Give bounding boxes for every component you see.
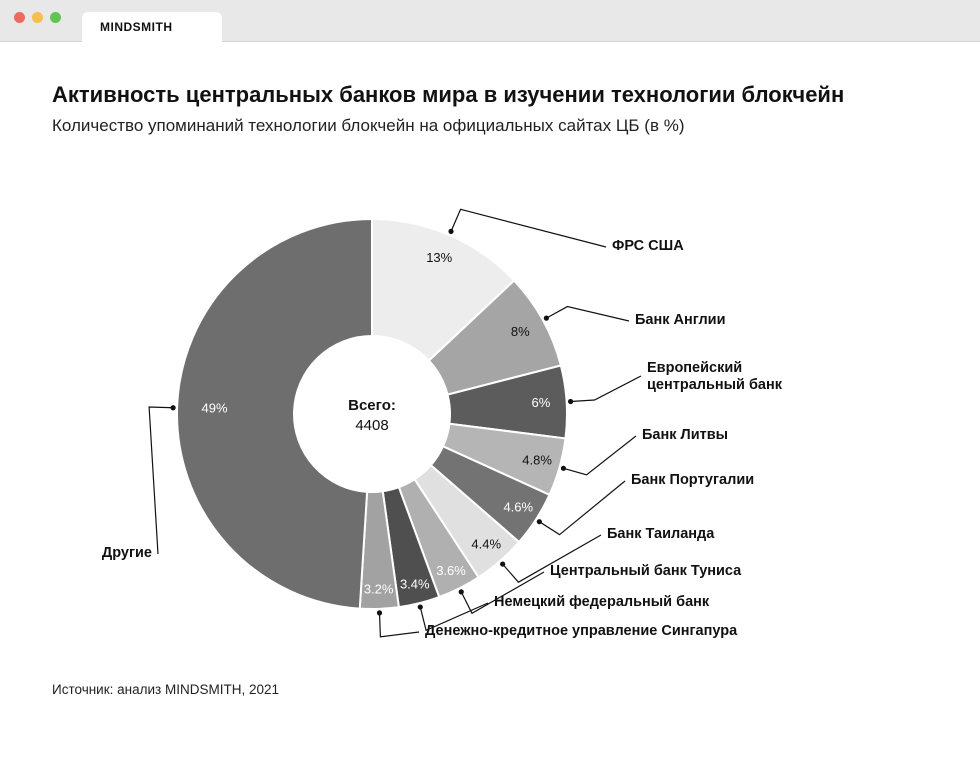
slice-pct-label: 3.4% (400, 576, 430, 591)
slice-label: Европейскийцентральный банк (647, 360, 807, 395)
leader-line (451, 209, 606, 247)
tab-label: MINDSMITH (100, 20, 173, 34)
close-icon[interactable] (14, 12, 25, 23)
slice-pct-label: 3.2% (364, 582, 394, 597)
page-subtitle: Количество упоминаний технологии блокчей… (52, 116, 928, 136)
chart-center-label: Всего: 4408 (327, 396, 417, 437)
slice-label: Банк Таиланда (607, 526, 714, 543)
leader-dot (418, 604, 423, 609)
leader-line (546, 307, 629, 321)
center-title: Всего: (348, 397, 396, 414)
leader-dot (170, 405, 175, 410)
donut-chart: 13% 8% 6% 4.8% 4.6% 4.4% 3.6% 3.4% 3.2% 49% ФРС С… (52, 154, 922, 674)
slice-pct-label: 3.6% (436, 563, 466, 578)
maximize-icon[interactable] (50, 12, 61, 23)
leader-line (571, 376, 641, 402)
leader-dot (537, 519, 542, 524)
slice-pct-label: 6% (532, 395, 551, 410)
leader-dot (544, 316, 549, 321)
leader-dot (448, 229, 453, 234)
slice-label: Немецкий федеральный банк (494, 594, 709, 611)
slice-label: Денежно-кредитное управление Сингапура (425, 623, 737, 640)
leader-line (380, 613, 419, 637)
leader-dot (568, 399, 573, 404)
traffic-lights (14, 12, 61, 23)
slice-pct-label: 13% (426, 250, 452, 265)
browser-chrome: MINDSMITH (0, 0, 980, 42)
donut-svg: 13% 8% 6% 4.8% 4.6% 4.4% 3.6% 3.4% 3.2% 49% (52, 154, 922, 674)
slice-label: Банк Португалии (631, 472, 754, 489)
slice-label: Центральный банк Туниса (550, 563, 741, 580)
browser-tab[interactable]: MINDSMITH (82, 12, 222, 42)
minimize-icon[interactable] (32, 12, 43, 23)
slice-label: Другие (102, 545, 152, 562)
leader-line (149, 407, 173, 554)
center-value: 4408 (355, 417, 388, 434)
slice-pct-label: 4.8% (522, 452, 552, 467)
leader-dot (459, 589, 464, 594)
content-area: Активность центральных банков мира в изу… (0, 42, 980, 717)
slice-label: ФРС США (612, 238, 684, 255)
leader-line (563, 436, 636, 475)
slice-pct-label: 49% (202, 400, 228, 415)
source-caption: Источник: анализ MINDSMITH, 2021 (52, 682, 928, 697)
slice-label: Банк Литвы (642, 427, 728, 444)
page-title: Активность центральных банков мира в изу… (52, 82, 928, 108)
leader-dot (377, 610, 382, 615)
slice-pct-label: 4.4% (471, 537, 501, 552)
leader-dot (500, 561, 505, 566)
leader-dot (561, 466, 566, 471)
slice-pct-label: 8% (511, 324, 530, 339)
slice-label: Банк Англии (635, 312, 725, 329)
slice-pct-label: 4.6% (503, 500, 533, 515)
